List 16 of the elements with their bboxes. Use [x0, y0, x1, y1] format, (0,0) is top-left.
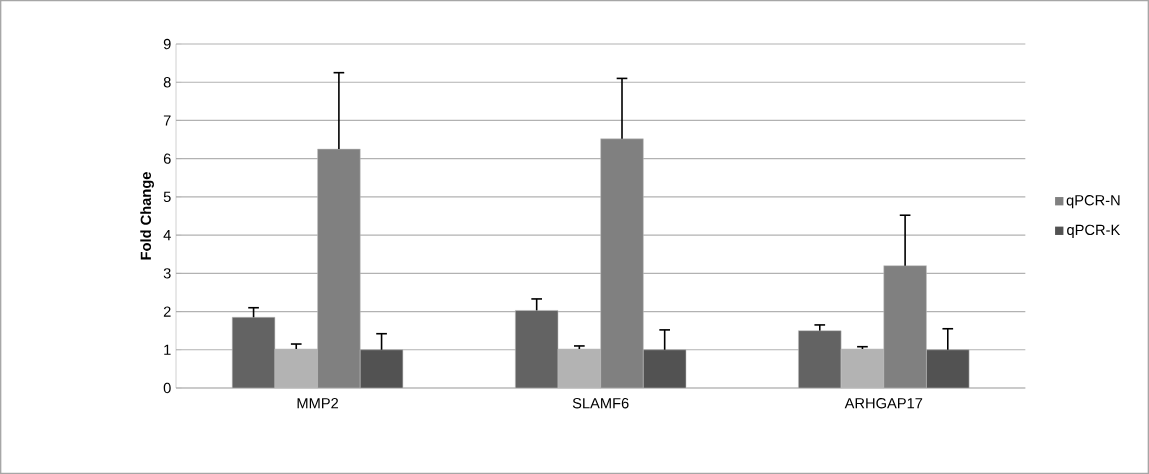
y-tick-label: 3: [163, 268, 171, 279]
y-tick-label: 1: [164, 344, 171, 355]
legend-label: qPCR-N: [1066, 195, 1120, 209]
legend-label: qPCR-K: [1067, 224, 1121, 238]
x-tick-label: SLAMF6: [572, 398, 629, 409]
y-tick-label: 5: [163, 191, 171, 203]
y-tick-label: 4: [163, 230, 171, 241]
y-tick-label: 0: [163, 382, 171, 394]
y-tick-label: 7: [163, 115, 171, 126]
y-tick-label: 9: [163, 38, 171, 50]
y-tick-label: 8: [163, 77, 171, 88]
x-tick-label: MMP2: [297, 398, 339, 409]
y-tick-label: 2: [163, 306, 171, 317]
y-axis-title: Fold Change: [140, 172, 154, 260]
y-tick-label: 6: [163, 153, 171, 164]
x-tick-label: ARHGAP17: [844, 398, 923, 409]
